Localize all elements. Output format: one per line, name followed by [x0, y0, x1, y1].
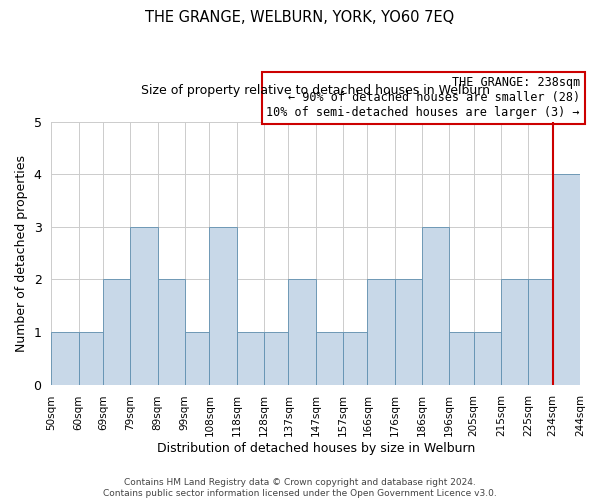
Title: Size of property relative to detached houses in Welburn: Size of property relative to detached ho…: [141, 84, 490, 97]
Text: Contains HM Land Registry data © Crown copyright and database right 2024.
Contai: Contains HM Land Registry data © Crown c…: [103, 478, 497, 498]
Bar: [395, 280, 422, 384]
Bar: [185, 332, 209, 384]
Bar: [367, 280, 395, 384]
Bar: [158, 280, 185, 384]
Bar: [343, 332, 367, 384]
Bar: [449, 332, 474, 384]
Text: THE GRANGE: 238sqm
← 90% of detached houses are smaller (28)
10% of semi-detache: THE GRANGE: 238sqm ← 90% of detached hou…: [266, 76, 580, 119]
Bar: [209, 227, 236, 384]
Bar: [236, 332, 264, 384]
Bar: [264, 332, 289, 384]
Bar: [289, 280, 316, 384]
Bar: [316, 332, 343, 384]
Bar: [103, 280, 130, 384]
Bar: [553, 174, 580, 384]
Text: THE GRANGE, WELBURN, YORK, YO60 7EQ: THE GRANGE, WELBURN, YORK, YO60 7EQ: [145, 10, 455, 25]
Bar: [422, 227, 449, 384]
Bar: [528, 280, 553, 384]
Bar: [474, 332, 501, 384]
X-axis label: Distribution of detached houses by size in Welburn: Distribution of detached houses by size …: [157, 442, 475, 455]
Bar: [51, 332, 79, 384]
Bar: [79, 332, 103, 384]
Bar: [130, 227, 158, 384]
Bar: [501, 280, 528, 384]
Y-axis label: Number of detached properties: Number of detached properties: [15, 154, 28, 352]
